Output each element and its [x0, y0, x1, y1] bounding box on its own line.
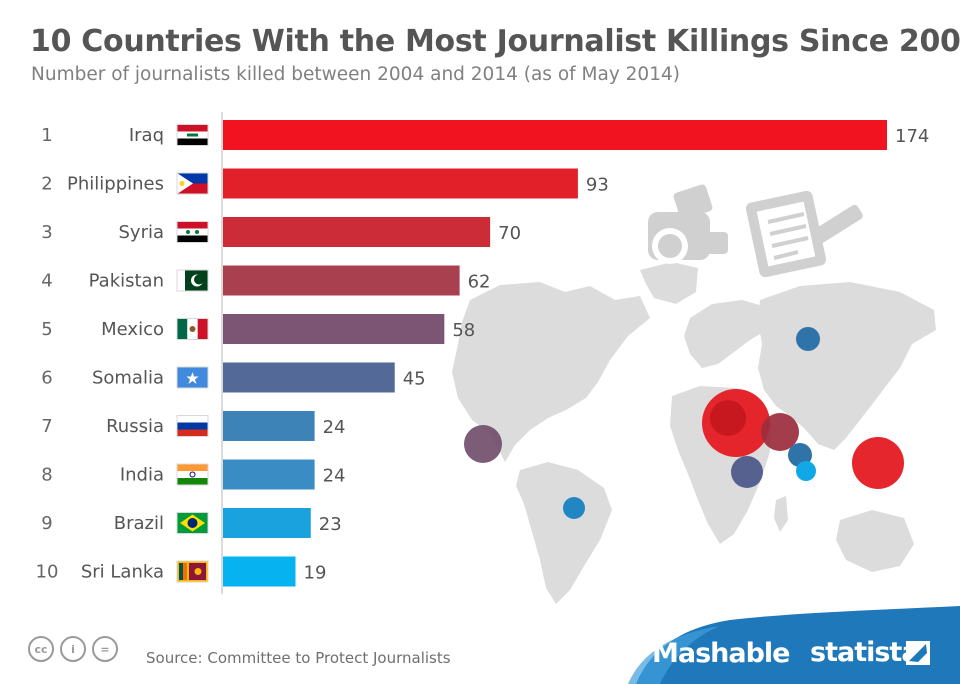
bar-iraq [223, 120, 887, 150]
flag-philippines-icon [176, 172, 209, 195]
value-label-philippines: 93 [586, 175, 609, 196]
rank-label: 3 [41, 222, 52, 243]
bar-syria [223, 217, 491, 247]
map-south-america [516, 462, 612, 604]
flag-pakistan-icon [176, 269, 209, 292]
map-bubble-pakistan [761, 413, 799, 451]
mashable-logo: Mashable [652, 638, 790, 669]
map-asia [758, 282, 936, 450]
map-north-america [452, 282, 650, 462]
rank-label: 1 [41, 125, 52, 146]
map-greenland [640, 262, 698, 304]
chart-title: 10 Countries With the Most Journalist Ki… [30, 24, 960, 59]
source-note: Source: Committee to Protect Journalists [146, 649, 451, 667]
category-label-somalia: Somalia [92, 368, 164, 389]
map-bubble-sri-lanka [796, 461, 816, 481]
license-icons: cc i = [28, 636, 118, 662]
value-label-sri-lanka: 19 [304, 563, 327, 584]
value-label-mexico: 58 [452, 320, 475, 341]
category-label-pakistan: Pakistan [89, 271, 164, 292]
map-bubble-russia [796, 327, 820, 351]
chart-subtitle: Number of journalists killed between 200… [31, 64, 680, 85]
value-label-pakistan: 62 [468, 272, 491, 293]
camera-icon [648, 184, 728, 264]
rank-label: 7 [41, 416, 52, 437]
bar-russia [223, 411, 315, 441]
attribution-icon: i [60, 636, 86, 662]
bar-mexico [223, 314, 445, 344]
bar-sri-lanka [223, 556, 296, 587]
flag-india-icon [176, 463, 209, 486]
category-label-mexico: Mexico [101, 319, 164, 340]
category-label-india: India [120, 465, 164, 486]
value-label-somalia: 45 [403, 369, 426, 390]
bar-philippines [223, 168, 578, 199]
category-label-sri-lanka: Sri Lanka [81, 562, 164, 583]
value-label-brazil: 23 [319, 514, 342, 535]
flag-somalia-icon [176, 366, 209, 389]
flag-syria-icon [176, 221, 209, 243]
bar-pakistan [223, 265, 460, 296]
statista-logo-mark-icon [906, 641, 930, 665]
rank-label: 8 [41, 465, 52, 486]
statista-logo: statista [810, 637, 920, 668]
category-label-brazil: Brazil [114, 513, 164, 534]
flag-iraq-icon [176, 124, 209, 146]
value-label-india: 24 [323, 466, 346, 487]
map-bubble-brazil [563, 497, 585, 519]
value-label-russia: 24 [323, 417, 346, 438]
flag-brazil-icon [176, 512, 209, 534]
no-derivatives-icon: = [92, 636, 118, 662]
map-australia [836, 510, 914, 572]
map-madagascar [774, 496, 788, 532]
category-label-syria: Syria [118, 222, 164, 243]
map-bubble-iraq-core [710, 400, 746, 436]
rank-label: 6 [41, 368, 52, 389]
bar-india [223, 459, 315, 490]
rank-label: 9 [41, 513, 52, 534]
flag-russia-icon [176, 415, 209, 437]
flag-mexico-icon [176, 318, 209, 340]
value-label-iraq: 174 [895, 126, 929, 147]
bar-somalia [223, 362, 395, 393]
category-label-russia: Russia [106, 416, 164, 437]
notepad-pen-icon [745, 190, 863, 278]
flag-sri-lanka-icon [176, 560, 209, 583]
rank-label: 4 [41, 271, 52, 292]
rank-label: 2 [41, 174, 52, 195]
map-bubble-mexico [464, 425, 502, 463]
category-label-philippines: Philippines [67, 174, 164, 195]
value-label-syria: 70 [498, 223, 521, 244]
category-label-iraq: Iraq [129, 125, 164, 146]
rank-label: 10 [36, 562, 59, 583]
map-bubble-philippines [852, 437, 904, 489]
rank-label: 5 [41, 319, 52, 340]
bar-brazil [223, 508, 311, 538]
creative-commons-icon: cc [28, 636, 54, 662]
map-europe [684, 300, 770, 368]
map-bubble-somalia [731, 456, 763, 488]
